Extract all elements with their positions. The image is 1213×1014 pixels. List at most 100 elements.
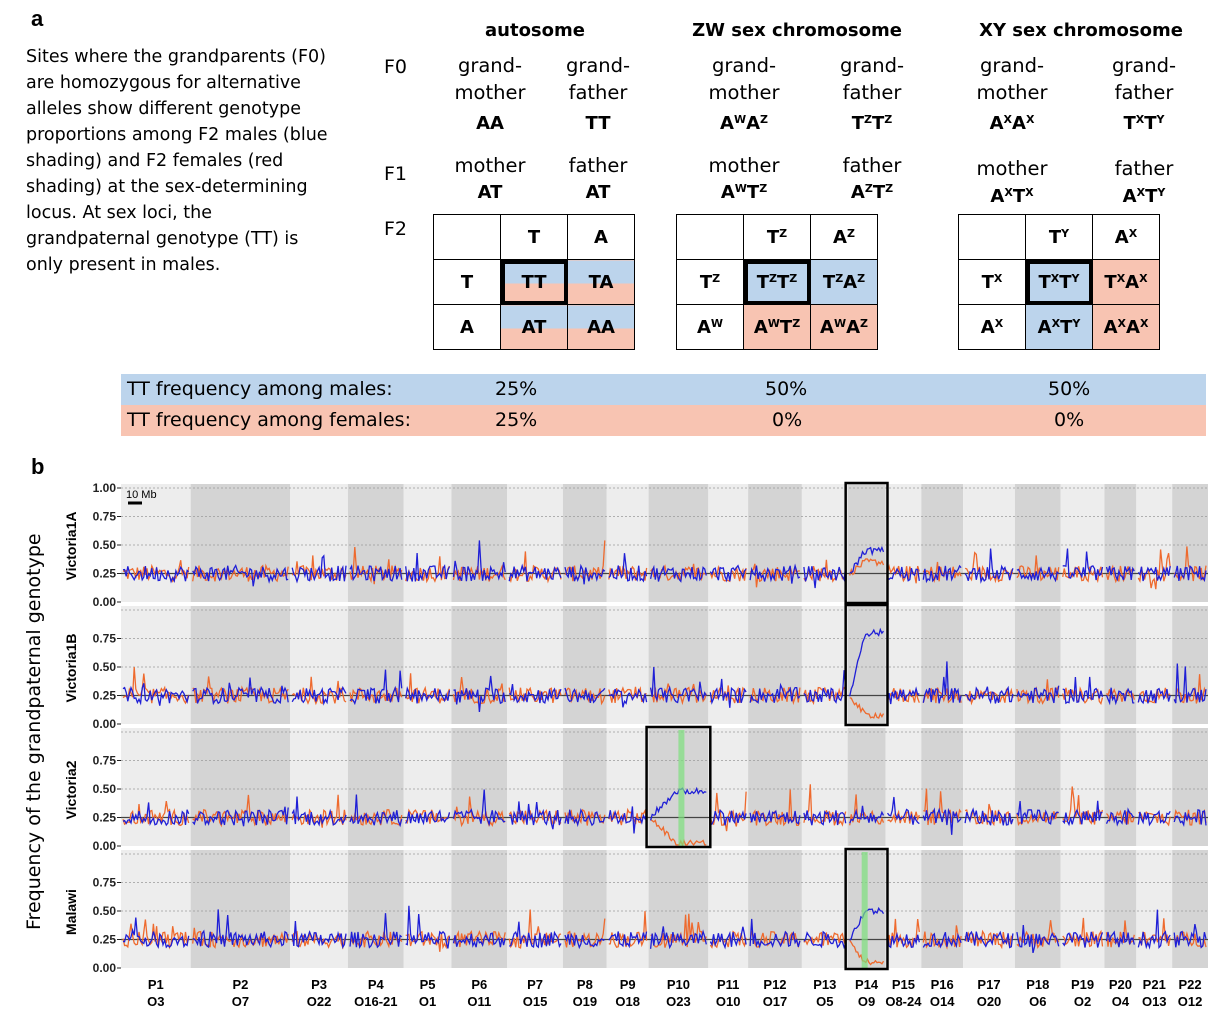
male-frequency-trace	[349, 794, 403, 828]
punnett-cell: A	[567, 214, 635, 260]
x-tick-label-p: P16	[931, 977, 954, 992]
chromosome-band	[606, 606, 649, 724]
f0-grandfather-role: grand- father	[565, 54, 631, 104]
panel-name: Victoria2	[63, 760, 79, 819]
male-frequency-trace	[452, 540, 506, 582]
x-tick-label-p: P3	[311, 977, 327, 992]
chromosome-band	[1172, 728, 1208, 846]
male-frequency-trace	[803, 930, 847, 950]
f0-grandmother-genotype: AXAX	[989, 113, 1035, 134]
chromosome-band	[451, 850, 508, 968]
male-frequency-trace	[922, 564, 962, 584]
chromosome-band	[121, 606, 191, 724]
chromosome-band	[562, 484, 607, 602]
x-tick-label-o: O13	[1142, 994, 1167, 1009]
female-frequency-trace	[1062, 686, 1104, 705]
sex-locus-highlight-box	[645, 725, 712, 849]
male-frequency-trace	[1062, 800, 1103, 827]
sex-locus-highlight-box	[844, 847, 889, 971]
x-tick-label-p: P11	[717, 977, 739, 992]
y-tick-label: 0.00	[93, 595, 117, 609]
chromosome-band	[1014, 484, 1061, 602]
sex-locus-marker	[678, 730, 685, 846]
male-frequency-trace	[405, 552, 451, 582]
punnett-cell: TZ	[676, 259, 744, 305]
male-frequency-trace	[886, 796, 920, 825]
x-tick-label-o: O2	[1074, 994, 1091, 1009]
female-frequency-trace	[608, 565, 648, 581]
male-frequency-trace	[405, 905, 451, 949]
column-title-zw: ZW sex chromosome	[692, 20, 902, 41]
chromosome-band	[748, 728, 802, 846]
male-frequency-trace	[1016, 566, 1060, 583]
frequency-row-females: TT frequency among females: 25% 0% 0%	[121, 405, 1206, 436]
male-frequency-trace	[1105, 807, 1135, 827]
y-tick-label: 0.75	[93, 754, 117, 768]
frequency-value-autosome: 25%	[495, 409, 538, 431]
punnett-cell: TY	[1025, 214, 1093, 260]
female-frequency-trace	[1016, 920, 1060, 949]
y-tick-label: 0.00	[93, 839, 117, 853]
punnett-cell-grandpaternal: TXTY	[1024, 258, 1094, 306]
panel-a-description: Sites where the grandparents (F0) are ho…	[26, 47, 328, 275]
f0-grandfather-role: grand- father	[839, 54, 905, 104]
punnett-cell: TZAZ	[810, 259, 878, 305]
panel-name: Victoria1A	[63, 512, 79, 581]
female-frequency-trace	[452, 677, 506, 705]
chromosome-band	[347, 728, 404, 846]
x-tick-label-p: P18	[1026, 977, 1049, 992]
gen-label-f2: F2	[384, 218, 408, 240]
chromosome-band	[403, 850, 452, 968]
f1-father-genotype: AT	[585, 182, 611, 203]
column-title-xy: XY sex chromosome	[979, 20, 1183, 41]
punnett-cell: TXAX	[1092, 259, 1160, 305]
chromosome-band	[963, 606, 1015, 724]
panel-name: Malawi	[63, 889, 79, 935]
y-tick-label: 0.75	[93, 510, 117, 524]
chromosome-band	[708, 606, 749, 724]
panel-a-letter: a	[31, 6, 44, 31]
chromosome-band	[403, 606, 452, 724]
male-frequency-trace	[1016, 685, 1060, 704]
punnett-cell: AWTZ	[743, 304, 811, 350]
female-frequency-trace	[803, 686, 847, 706]
x-tick-label-o: O16-21	[354, 994, 397, 1009]
female-frequency-trace	[1106, 688, 1135, 702]
male-frequency-trace	[922, 661, 962, 704]
x-tick-label-p: P6	[471, 977, 487, 992]
punnett-cell: AX	[1092, 214, 1160, 260]
f1-mother-genotype: AWTZ	[720, 182, 768, 203]
sex-locus-highlight-box	[844, 481, 889, 605]
punnett-cell: AXTY	[1025, 304, 1093, 350]
chromosome-band	[190, 728, 291, 846]
male-frequency-trace	[922, 931, 962, 949]
female-frequency-trace	[887, 688, 920, 703]
male-frequency-trace	[709, 926, 747, 950]
chromosome-band	[507, 484, 563, 602]
chromosome-band	[606, 850, 649, 968]
x-tick-label-p: P17	[977, 977, 1000, 992]
chromosome-band	[606, 484, 649, 602]
chromosome-band	[708, 484, 749, 602]
chromosome-band	[885, 484, 922, 602]
punnett-cell: AA	[567, 304, 635, 350]
male-frequency-trace	[349, 913, 403, 949]
chromosome-band	[708, 728, 749, 846]
chromosome-band	[921, 484, 964, 602]
y-tick-label: 0.25	[93, 689, 117, 703]
female-frequency-trace	[964, 687, 1014, 706]
x-tick-label-o: O7	[232, 994, 249, 1009]
female-frequency-trace	[709, 564, 747, 583]
chromosome-band	[507, 728, 563, 846]
x-tick-label-p: P20	[1109, 977, 1132, 992]
chromosome-band	[885, 728, 922, 846]
x-tick-label-p: P8	[577, 977, 593, 992]
female-frequency-trace	[192, 563, 289, 583]
male-frequency-trace	[122, 683, 190, 706]
f1-father-role: father	[568, 154, 628, 177]
chromosome-band	[1104, 484, 1137, 602]
chromosome-band	[801, 484, 848, 602]
f1-mother-genotype: AXTX	[990, 186, 1034, 207]
x-tick-label-p: P15	[892, 977, 915, 992]
chromosome-band	[1104, 606, 1137, 724]
